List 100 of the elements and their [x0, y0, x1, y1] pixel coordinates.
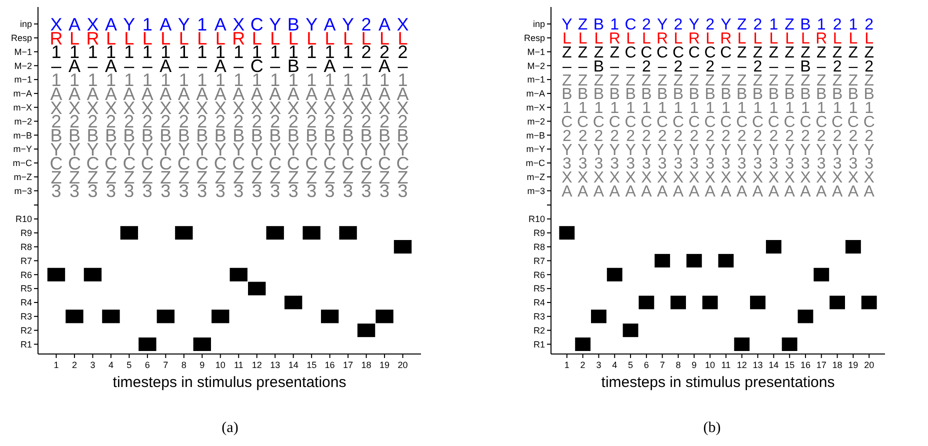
text: 2	[706, 16, 714, 34]
x-tick-label: 14	[768, 360, 779, 370]
point	[638, 296, 654, 310]
point	[814, 268, 830, 282]
y-tick-label: R3	[533, 312, 545, 322]
point	[575, 338, 591, 352]
x-tick-label: 20	[864, 360, 874, 370]
text: 2	[674, 16, 683, 34]
point	[591, 310, 606, 324]
x-tick-label: 12	[736, 360, 747, 370]
x-tick-label: 9	[200, 360, 205, 370]
x-tick-label: 9	[692, 360, 697, 370]
text: 2	[642, 16, 651, 34]
point	[782, 338, 798, 352]
point	[357, 324, 376, 338]
x-tick-label: 16	[324, 360, 335, 370]
point	[47, 268, 66, 282]
point	[66, 310, 84, 324]
x-tick-label: 15	[306, 360, 317, 370]
x-tick-label: 11	[721, 360, 731, 370]
point	[102, 310, 120, 324]
point	[284, 296, 302, 310]
category-label: M−2	[527, 60, 545, 71]
text: Y	[688, 16, 700, 34]
point	[622, 324, 638, 338]
x-tick-label: 17	[816, 360, 826, 370]
x-axis-title: timesteps in stimulus presentations	[112, 374, 346, 391]
point	[702, 296, 718, 310]
point	[248, 282, 266, 296]
category-label: m−A	[526, 88, 545, 99]
category-label: m−1	[527, 74, 545, 85]
x-tick-label: 4	[612, 360, 618, 370]
x-tick-label: 1	[54, 360, 59, 370]
category-label: m−X	[526, 102, 545, 112]
category-label: m−C	[526, 158, 545, 168]
point	[230, 268, 248, 282]
x-tick-label: 3	[90, 360, 96, 370]
x-tick-label: 19	[380, 360, 390, 370]
x-tick-label: 19	[848, 360, 858, 370]
point	[559, 226, 575, 240]
x-tick-label: 18	[361, 360, 372, 370]
point	[718, 254, 734, 268]
point	[120, 226, 138, 240]
x-tick-label: 7	[163, 360, 168, 370]
category-label: M−1	[527, 46, 545, 57]
category-label: m−3	[527, 186, 545, 196]
x-tick-label: 6	[644, 360, 649, 370]
y-tick-label: R1	[533, 339, 545, 350]
point	[654, 254, 670, 268]
point	[376, 310, 394, 324]
point	[830, 296, 845, 310]
category-label: inp	[532, 19, 545, 30]
category-label: m−Z	[526, 172, 545, 182]
y-tick-label: R2	[533, 325, 545, 336]
text: (b)	[703, 420, 721, 436]
y-tick-label: R5	[533, 284, 545, 294]
category-label: m−Y	[526, 144, 545, 154]
y-tick-label: R9	[20, 228, 32, 238]
x-tick-label: 20	[398, 360, 408, 370]
x-tick-label: 1	[564, 360, 570, 370]
x-tick-label: 11	[234, 360, 244, 370]
y-tick-label: R4	[533, 298, 545, 308]
category-label: M−2	[14, 60, 32, 71]
y-tick-label: R2	[20, 325, 32, 336]
x-tick-label: 12	[252, 360, 262, 370]
category-label: M−1	[14, 46, 32, 57]
category-label: m−C	[12, 158, 32, 168]
x-tick-label: 7	[660, 360, 665, 370]
category-label: m−2	[527, 116, 545, 126]
y-tick-label: R4	[20, 298, 32, 308]
x-tick-label: 10	[215, 360, 226, 370]
x-axis-title: timesteps in stimulus presentations	[601, 374, 835, 391]
category-label: Resp	[10, 33, 32, 43]
point	[606, 268, 622, 282]
category-label: inp	[20, 19, 32, 30]
category-label: m−2	[14, 116, 32, 126]
category-label: m−X	[13, 102, 32, 112]
y-tick-label: R9	[533, 228, 545, 238]
point	[339, 226, 357, 240]
y-tick-label: R5	[20, 284, 32, 294]
y-tick-label: R7	[20, 256, 32, 266]
text: (a)	[222, 420, 238, 436]
x-tick-label: 3	[596, 360, 602, 370]
point	[861, 296, 877, 310]
category-label: m−1	[14, 74, 32, 85]
category-label: m−3	[14, 186, 32, 196]
x-tick-label: 10	[705, 360, 716, 370]
x-tick-label: 13	[752, 360, 763, 370]
point	[394, 240, 412, 254]
point	[266, 226, 284, 240]
category-label: m−A	[13, 88, 32, 99]
y-tick-label: R1	[20, 339, 32, 350]
point	[798, 310, 814, 324]
x-tick-label: 13	[270, 360, 280, 370]
point	[320, 310, 339, 324]
point	[156, 310, 175, 324]
y-tick-label: R8	[20, 242, 32, 252]
point	[766, 240, 782, 254]
point	[734, 338, 750, 352]
point	[175, 226, 193, 240]
